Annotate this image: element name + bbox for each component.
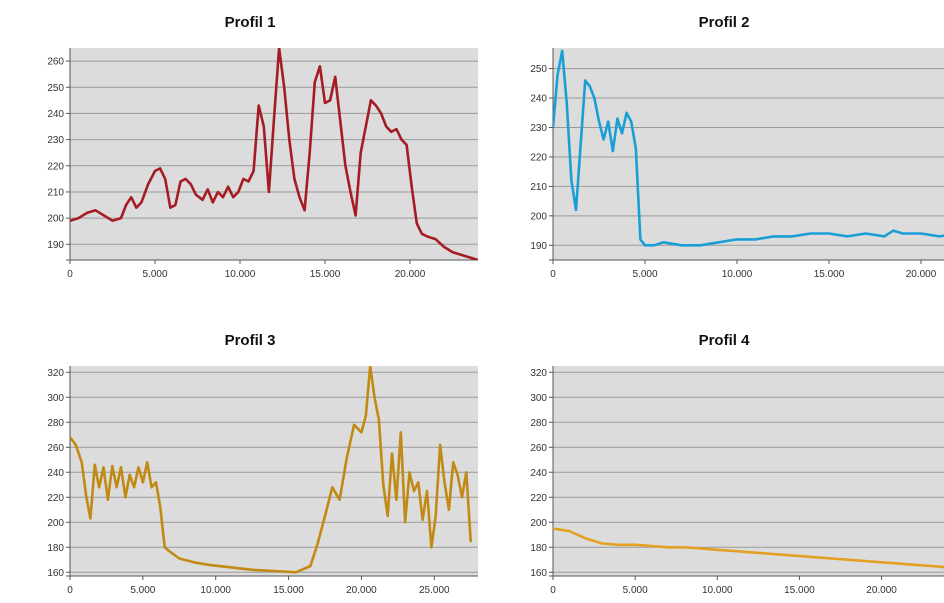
y-tick-label: 200 (530, 518, 547, 529)
y-tick-label: 210 (530, 182, 547, 193)
chart-plot-area: 160 180 200 220 240 260 280 300 320 0 5.000 10.000 1… (530, 366, 944, 596)
x-tick-label: 0 (550, 585, 556, 596)
plot-background (553, 366, 944, 576)
y-tick-label: 260 (530, 443, 547, 454)
chart-plot-area: 190 200 210 220 230 240 250 0 5.000 10.000 15.000 2… (530, 48, 944, 280)
plot-background (553, 48, 944, 260)
y-tick-label: 240 (530, 468, 547, 479)
y-tick-label: 220 (530, 493, 547, 504)
series-line (553, 49, 944, 247)
y-tick-label: 190 (47, 240, 64, 251)
series-line (70, 366, 473, 574)
x-tick-label: 20.000 (346, 585, 377, 596)
y-tick-label: 190 (530, 241, 547, 252)
chart-profil-4: Profil 4 160 180 200 220 240 260 280 300 320 0 5.0… (484, 318, 944, 598)
y-tick-label: 230 (530, 123, 547, 134)
y-tick-label: 250 (47, 83, 64, 94)
y-tick-label: 220 (530, 152, 547, 163)
x-tick-label: 5.000 (632, 269, 657, 280)
chart-title: Profil 4 (698, 332, 750, 349)
chart-plot-area: 160 180 200 220 240 260 280 300 320 0 5.000 10.000 1… (47, 366, 478, 596)
y-tick-label: 180 (47, 543, 64, 554)
series-line (70, 48, 478, 260)
x-tick-label: 25.000 (419, 585, 450, 596)
x-tick-label: 0 (67, 585, 73, 596)
y-tick-label: 240 (47, 109, 64, 120)
y-tick-label: 200 (530, 211, 547, 222)
x-tick-label: 10.000 (200, 585, 231, 596)
y-tick-label: 240 (47, 468, 64, 479)
chart-title: Profil 2 (698, 14, 750, 31)
x-tick-label: 15.000 (310, 269, 341, 280)
y-tick-label: 320 (530, 368, 547, 379)
y-tick-label: 220 (47, 161, 64, 172)
x-tick-label: 0 (550, 269, 556, 280)
chart-profil-1: Profil 1 190 200 210 220 230 240 250 260 0 5.000 1… (0, 0, 480, 290)
x-tick-label: 15.000 (273, 585, 304, 596)
y-tick-label: 230 (47, 135, 64, 146)
chart-title: Profil 3 (224, 332, 276, 349)
y-tick-label: 240 (530, 94, 547, 105)
x-tick-label: 10.000 (702, 585, 733, 596)
x-tick-label: 10.000 (722, 269, 753, 280)
y-tick-label: 160 (530, 568, 547, 579)
y-tick-label: 200 (47, 214, 64, 225)
x-tick-label: 0 (67, 269, 73, 280)
y-tick-label: 220 (47, 493, 64, 504)
y-tick-label: 260 (47, 443, 64, 454)
x-tick-label: 10.000 (225, 269, 256, 280)
plot-background (70, 48, 478, 260)
x-tick-label: 5.000 (130, 585, 155, 596)
y-tick-label: 180 (530, 543, 547, 554)
chart-profil-2: Profil 2 190 200 210 220 230 240 250 0 5.000 10.0… (484, 0, 944, 290)
y-tick-label: 260 (47, 57, 64, 68)
chart-title: Profil 1 (224, 14, 276, 31)
x-tick-label: 15.000 (784, 585, 815, 596)
y-tick-label: 300 (530, 393, 547, 404)
x-tick-label: 20.000 (906, 269, 937, 280)
y-tick-label: 210 (47, 187, 64, 198)
series-line (553, 527, 944, 569)
chart-profil-3: Profil 3 160 180 200 220 240 260 280 300 320 0 5.0… (0, 318, 480, 598)
y-tick-label: 250 (530, 64, 547, 75)
x-tick-label: 5.000 (142, 269, 167, 280)
y-tick-label: 300 (47, 393, 64, 404)
y-tick-label: 280 (530, 418, 547, 429)
y-tick-label: 320 (47, 368, 64, 379)
x-tick-label: 20.000 (395, 269, 426, 280)
x-tick-label: 15.000 (814, 269, 845, 280)
y-tick-label: 280 (47, 418, 64, 429)
x-tick-label: 20.000 (866, 585, 897, 596)
x-tick-label: 5.000 (623, 585, 648, 596)
chart-plot-area: 190 200 210 220 230 240 250 260 0 5.000 10.000 15.0… (47, 48, 478, 280)
y-tick-label: 200 (47, 518, 64, 529)
y-tick-label: 160 (47, 568, 64, 579)
